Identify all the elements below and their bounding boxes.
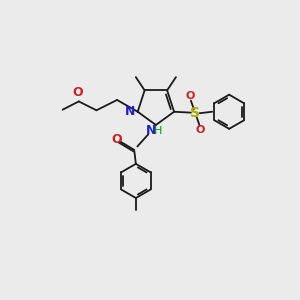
Text: N: N — [146, 124, 156, 137]
Text: O: O — [111, 133, 122, 146]
Text: N: N — [125, 105, 135, 118]
Text: O: O — [186, 91, 195, 101]
Text: H: H — [154, 126, 162, 136]
Text: O: O — [196, 125, 205, 135]
Text: O: O — [72, 86, 83, 99]
Text: S: S — [190, 106, 200, 120]
